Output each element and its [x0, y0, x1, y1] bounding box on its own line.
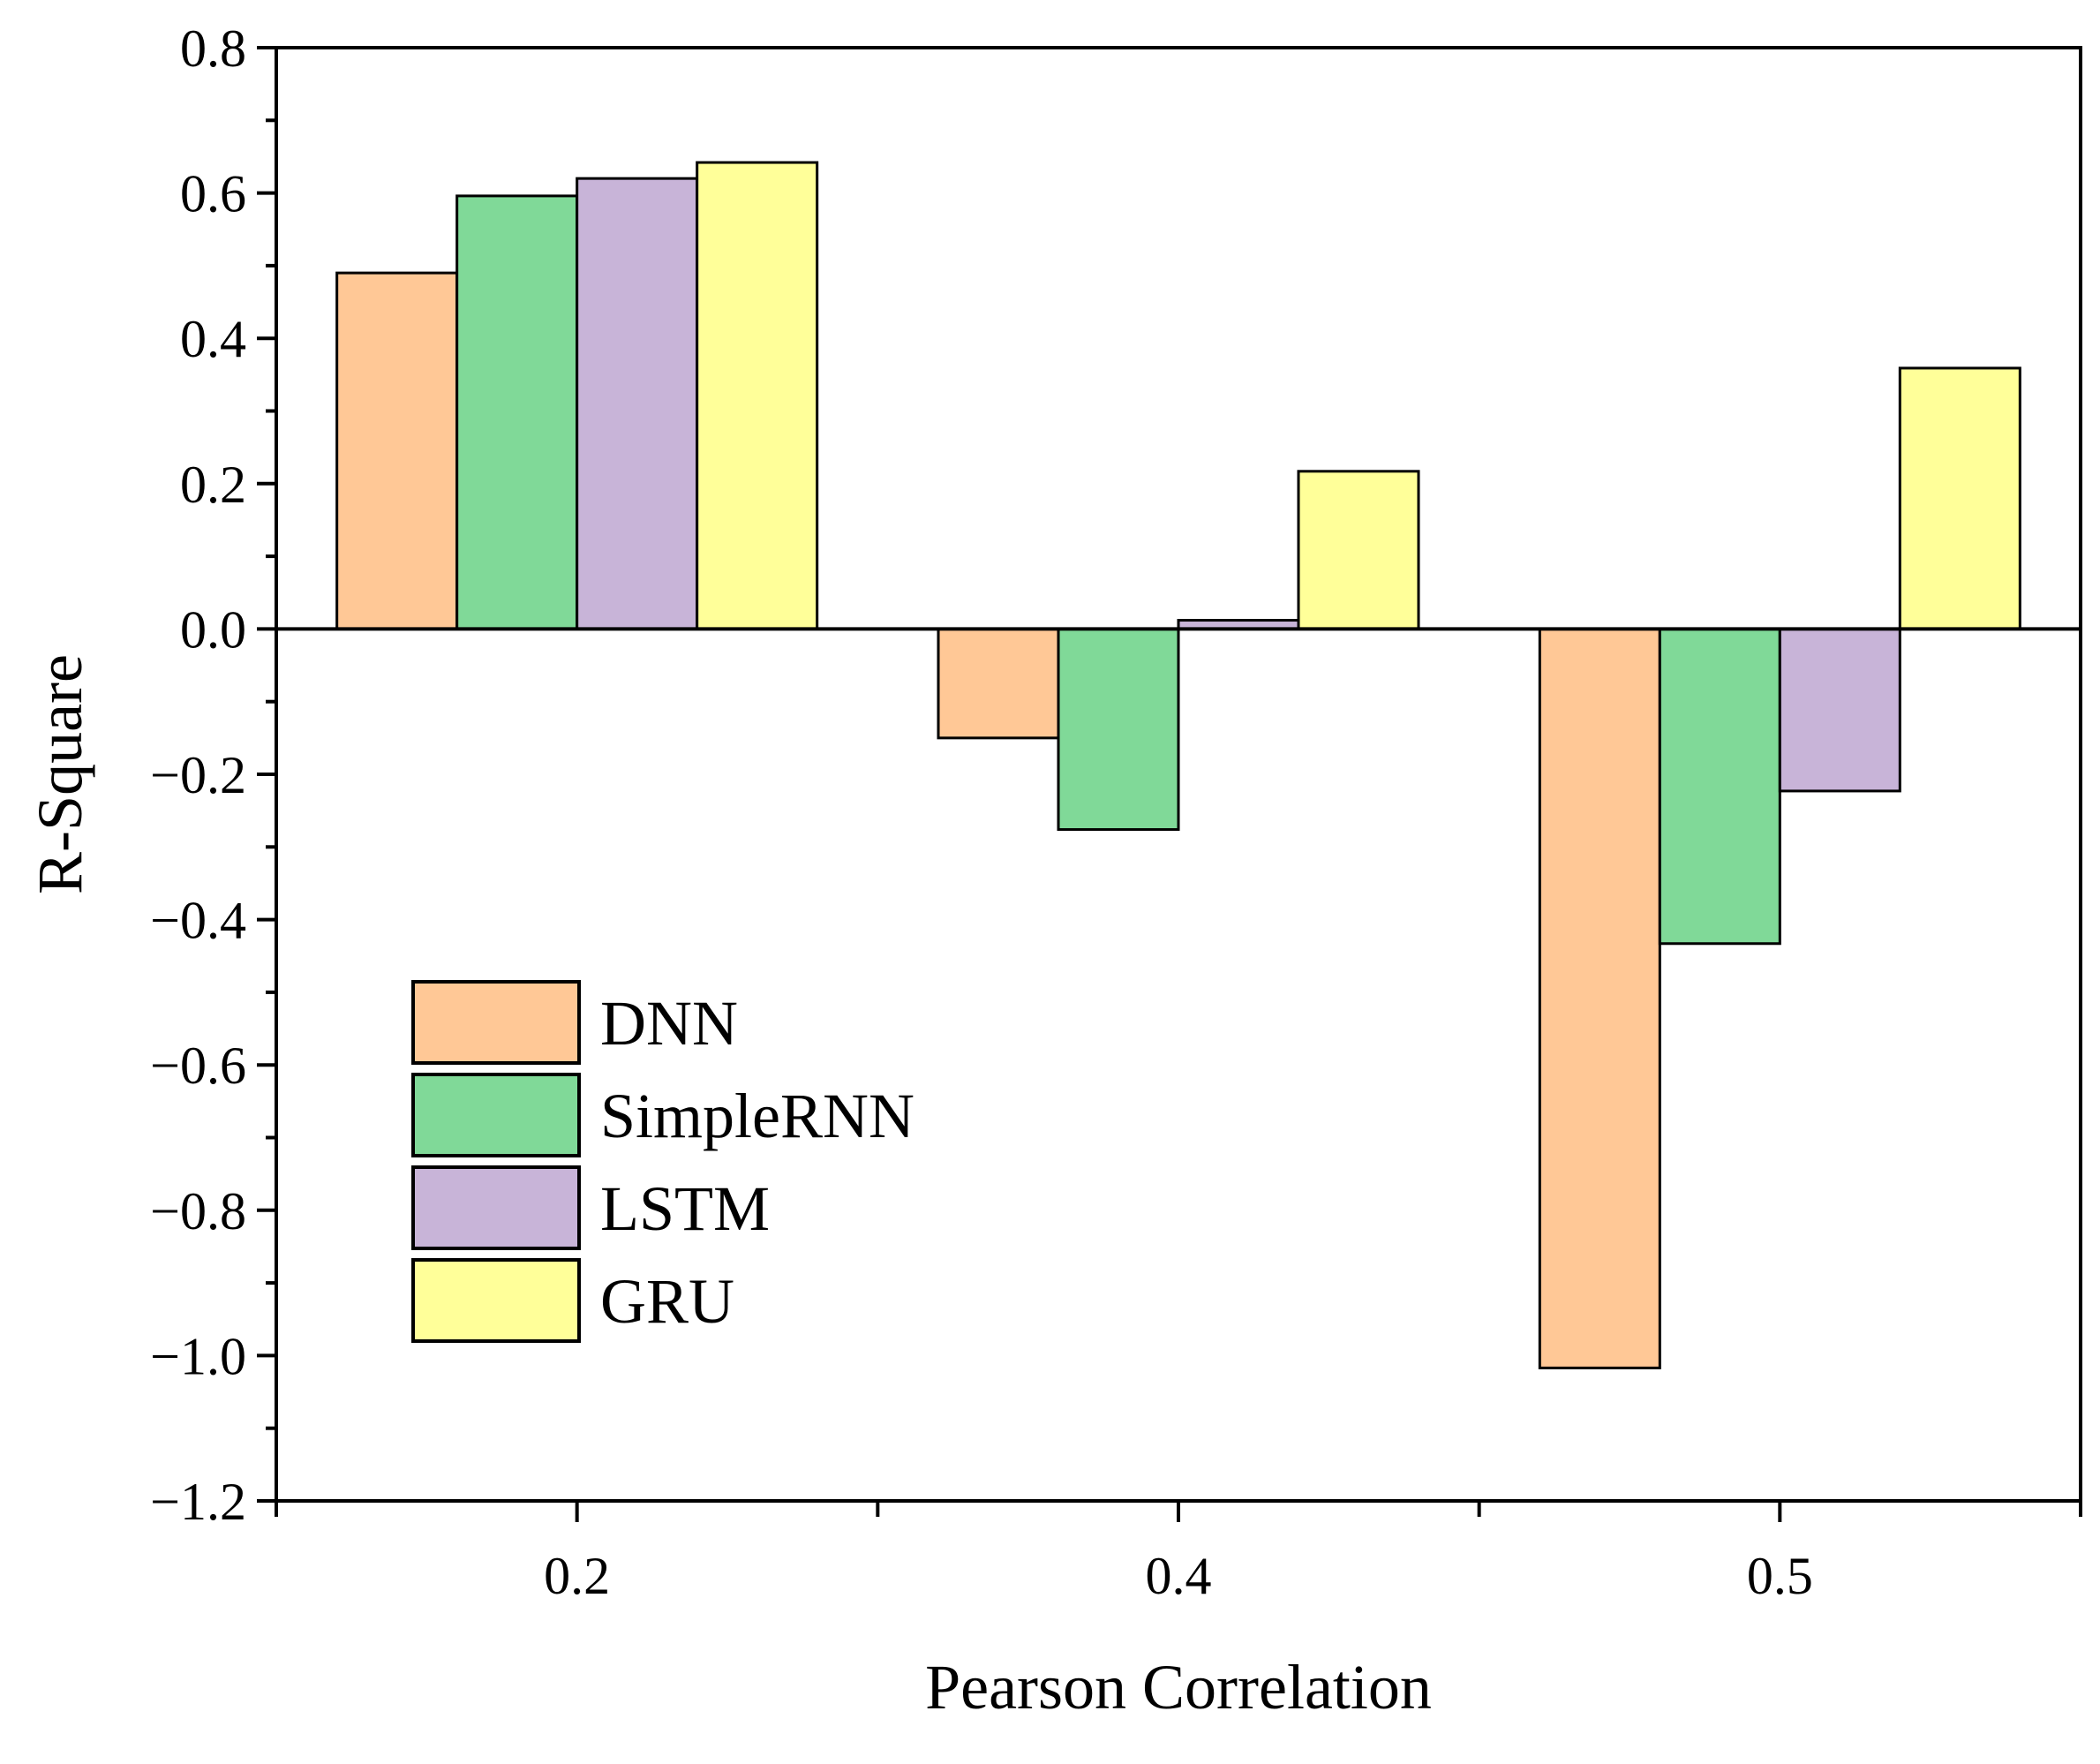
legend-label-gru: GRU: [600, 1266, 734, 1337]
bar-dnn-0.4: [937, 627, 1060, 740]
legend-label-lstm: LSTM: [600, 1173, 770, 1244]
bar-lstm-0.2: [576, 177, 699, 630]
legend-label-simplernn: SimpleRNN: [600, 1081, 915, 1151]
y-tick-label: 0.4: [180, 310, 246, 368]
legend-swatch-dnn: [411, 980, 581, 1065]
bar-gru-0.2: [696, 161, 819, 630]
y-tick-label: −1.0: [150, 1327, 246, 1385]
y-tick-label: 0.8: [180, 19, 246, 78]
bar-dnn-0.5: [1538, 627, 1661, 1369]
legend-swatch-simplernn: [411, 1073, 581, 1157]
y-tick-label: 0.0: [180, 600, 246, 659]
y-tick-label: −1.2: [150, 1473, 246, 1531]
y-tick-label: 0.2: [180, 456, 246, 514]
bar-simplernn-0.5: [1658, 627, 1781, 946]
bar-lstm-0.5: [1778, 627, 1901, 793]
x-axis-title: Pearson Correlation: [925, 1652, 1432, 1723]
y-tick-label: −0.6: [150, 1037, 246, 1095]
bar-gru-0.4: [1297, 470, 1420, 630]
bar-gru-0.5: [1898, 366, 2021, 630]
x-tick-label: 0.4: [1146, 1547, 1212, 1605]
legend: DNN SimpleRNN LSTM GRU: [411, 980, 915, 1343]
y-tick-label: 0.6: [180, 165, 246, 223]
legend-swatch-gru: [411, 1258, 581, 1343]
y-tick-label: −0.2: [150, 746, 246, 804]
x-tick-label: 0.5: [1747, 1547, 1813, 1605]
bar-simplernn-0.2: [455, 194, 579, 630]
legend-label-dnn: DNN: [600, 988, 738, 1059]
bar-simplernn-0.4: [1057, 627, 1180, 832]
x-tick-label: 0.2: [544, 1547, 610, 1605]
ticks-layer: [257, 46, 2082, 1522]
bar-dnn-0.2: [335, 271, 459, 630]
y-axis-title: R-Square: [25, 654, 95, 894]
bars-layer: [335, 161, 2021, 1369]
y-tick-label: −0.8: [150, 1182, 246, 1240]
y-tick-label: −0.4: [150, 892, 246, 950]
legend-swatch-lstm: [411, 1165, 581, 1250]
tick-labels-layer: 0.8 0.6 0.4 0.2 0.0 −0.2 −0.4 −0.6 −0.8 −1.0 −1.2 0…: [150, 19, 1813, 1605]
